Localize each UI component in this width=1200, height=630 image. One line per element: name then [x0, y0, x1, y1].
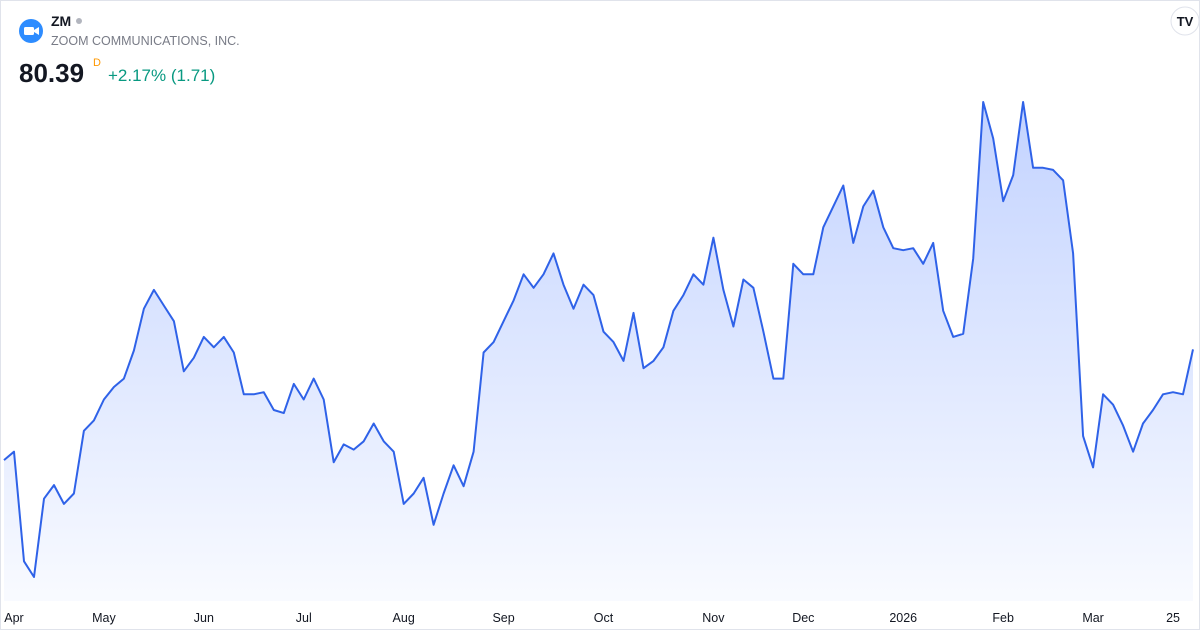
- price: 80.39: [19, 58, 84, 88]
- x-tick-label: Aug: [393, 611, 415, 625]
- x-tick-label: Sep: [492, 611, 514, 625]
- area-fill: [4, 102, 1193, 601]
- logo-icon: [34, 27, 39, 35]
- x-tick-label: Oct: [594, 611, 614, 625]
- change: +2.17% (1.71): [108, 66, 215, 85]
- interval: D: [93, 57, 101, 69]
- company-name: ZOOM COMMUNICATIONS, INC.: [51, 34, 240, 48]
- logo-icon: [24, 27, 34, 35]
- price-line: [3, 101, 1194, 578]
- tv-logo[interactable]: [1170, 6, 1199, 36]
- plot: Apr May Jun Jul Aug Sep Oct Nov Dec 2026 Feb Mar 25: [3, 101, 1194, 625]
- x-tick-label: May: [92, 611, 116, 625]
- tv-logo-mark[interactable]: TV: [1177, 14, 1194, 29]
- x-tick-label: Mar: [1082, 611, 1104, 625]
- status-dot: [76, 18, 82, 24]
- x-tick-label: Nov: [702, 611, 725, 625]
- x-tick-label: Dec: [792, 611, 814, 625]
- x-tick-label: Feb: [992, 611, 1014, 625]
- x-tick-label: Jul: [296, 611, 312, 625]
- x-tick-label: Jun: [194, 611, 214, 625]
- symbol: ZM: [51, 13, 71, 29]
- x-tick-label: Apr: [4, 611, 23, 625]
- x-tick-label: 25: [1166, 611, 1180, 625]
- x-tick-label: 2026: [889, 611, 917, 625]
